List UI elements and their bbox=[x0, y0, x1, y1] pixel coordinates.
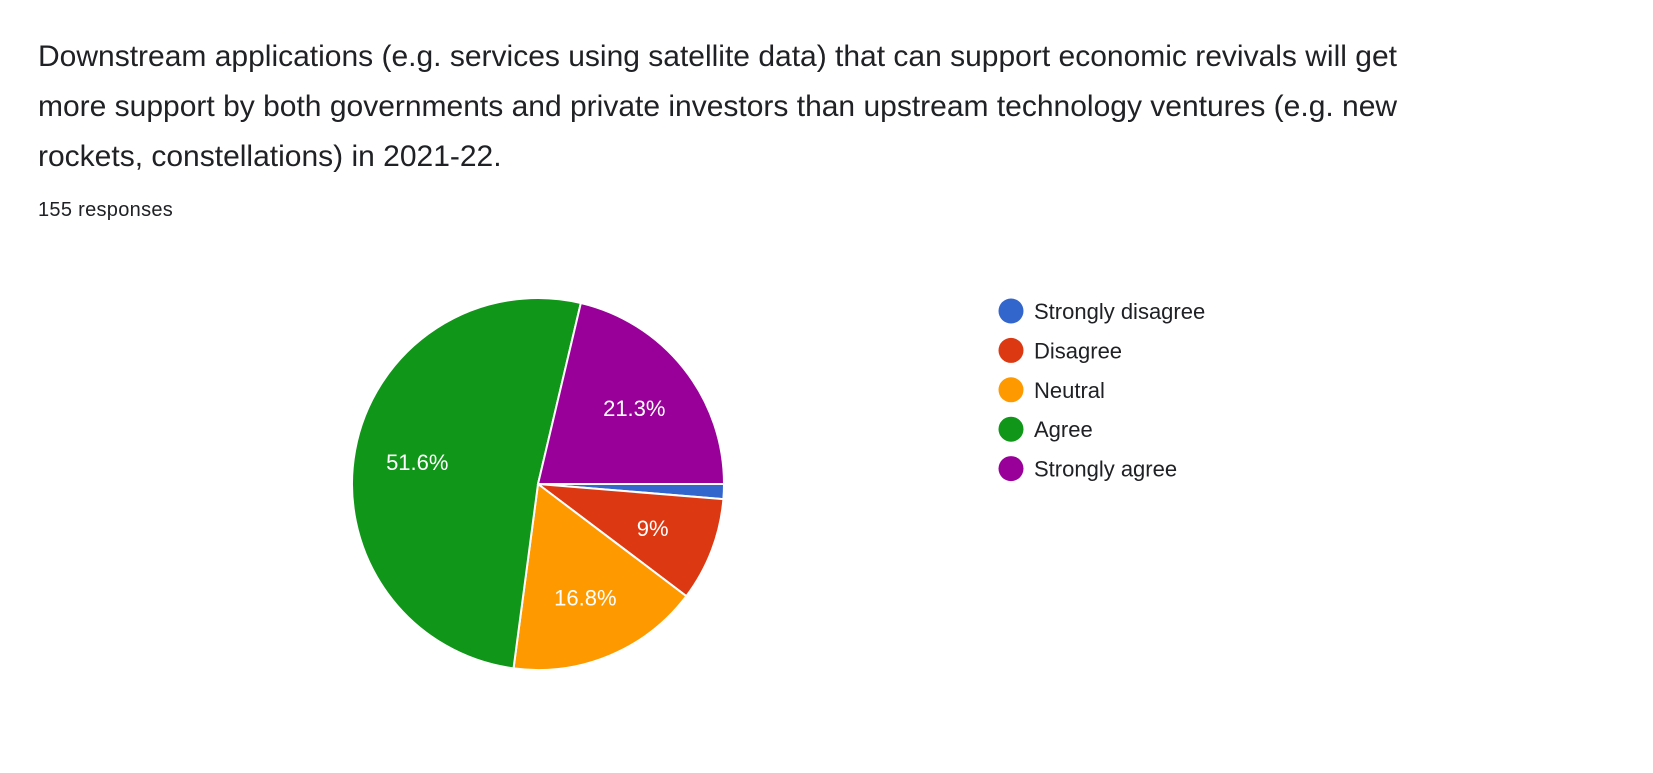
legend-marker-disagree bbox=[998, 337, 1024, 363]
legend-marker-strongly-disagree bbox=[998, 298, 1024, 324]
slice-label-disagree: 9% bbox=[637, 516, 669, 541]
legend-label-strongly-disagree[interactable]: Strongly disagree bbox=[1034, 299, 1205, 324]
legend-label-strongly-agree[interactable]: Strongly agree bbox=[1034, 457, 1177, 482]
pie-slices bbox=[350, 297, 726, 671]
legend-label-disagree[interactable]: Disagree bbox=[1034, 338, 1122, 363]
pie-slice-strongly-agree[interactable] bbox=[536, 301, 726, 485]
pie-slice-neutral[interactable] bbox=[512, 482, 688, 671]
question-title: Downstream applications (e.g. services u… bbox=[38, 40, 1398, 173]
slice-label-agree: 51.6% bbox=[386, 450, 448, 475]
legend-marker-agree bbox=[998, 416, 1024, 442]
legend-label-agree[interactable]: Agree bbox=[1034, 417, 1093, 442]
legend: Strongly disagree Disagree Neutral Agree Str… bbox=[998, 298, 1205, 482]
legend-marker-strongly-agree bbox=[998, 456, 1024, 482]
pie-labels: 9% 16.8% 51.6% 21.3% bbox=[386, 396, 669, 610]
response-count: 155 responses bbox=[38, 199, 174, 221]
legend-label-neutral[interactable]: Neutral bbox=[1034, 378, 1105, 403]
slice-label-neutral: 16.8% bbox=[554, 585, 616, 610]
slice-label-strongly-agree: 21.3% bbox=[603, 396, 665, 421]
pie-slice-agree[interactable] bbox=[350, 297, 583, 670]
pie-slice-disagree[interactable] bbox=[534, 482, 725, 598]
legend-marker-neutral bbox=[998, 377, 1024, 403]
